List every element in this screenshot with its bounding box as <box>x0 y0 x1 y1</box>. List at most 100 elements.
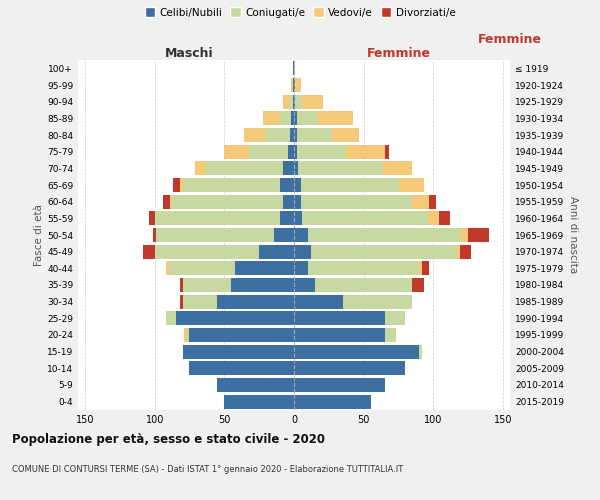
Bar <box>294 328 385 342</box>
Bar <box>187 328 190 342</box>
Bar <box>182 344 294 359</box>
Bar <box>297 128 332 142</box>
Bar <box>289 144 294 159</box>
Bar <box>382 162 412 175</box>
Bar <box>457 244 460 259</box>
Bar <box>294 211 302 226</box>
Bar <box>235 261 294 276</box>
Bar <box>302 94 323 109</box>
Bar <box>293 62 294 76</box>
Bar <box>169 261 235 276</box>
Bar <box>317 112 353 126</box>
Bar <box>294 144 297 159</box>
Bar <box>302 211 428 226</box>
Text: Popolazione per età, sesso e stato civile - 2020: Popolazione per età, sesso e stato civil… <box>12 432 325 446</box>
Bar <box>184 328 187 342</box>
Bar <box>293 78 294 92</box>
Bar <box>295 94 302 109</box>
Bar <box>343 294 412 308</box>
Bar <box>294 311 385 326</box>
Bar <box>293 94 294 109</box>
Bar <box>259 244 294 259</box>
Bar <box>295 78 301 92</box>
Bar <box>224 144 250 159</box>
Bar <box>398 178 424 192</box>
Bar <box>265 128 290 142</box>
Y-axis label: Fasce di età: Fasce di età <box>34 204 44 266</box>
Y-axis label: Anni di nascita: Anni di nascita <box>568 196 578 274</box>
Bar <box>297 112 317 126</box>
Bar <box>301 178 398 192</box>
Bar <box>461 228 468 242</box>
Bar <box>283 94 290 109</box>
Bar <box>163 194 170 209</box>
Bar <box>294 378 385 392</box>
Text: Femmine: Femmine <box>367 47 431 60</box>
Bar <box>180 178 182 192</box>
Bar <box>294 261 308 276</box>
Bar <box>182 294 217 308</box>
Bar <box>412 278 424 292</box>
Bar <box>274 228 294 242</box>
Bar <box>250 144 289 159</box>
Text: Maschi: Maschi <box>165 47 214 60</box>
Bar <box>283 194 294 209</box>
Bar <box>217 378 294 392</box>
Legend: Celibi/Nubili, Coniugati/e, Vedovi/e, Divorziati/e: Celibi/Nubili, Coniugati/e, Vedovi/e, Di… <box>143 5 457 20</box>
Bar <box>311 244 457 259</box>
Text: COMUNE DI CONTURSI TERME (SA) - Dati ISTAT 1° gennaio 2020 - Elaborazione TUTTIT: COMUNE DI CONTURSI TERME (SA) - Dati IST… <box>12 466 403 474</box>
Bar <box>301 194 412 209</box>
Bar <box>385 144 389 159</box>
Bar <box>149 211 155 226</box>
Bar <box>346 144 385 159</box>
Bar <box>290 94 293 109</box>
Bar <box>156 228 274 242</box>
Bar <box>153 228 156 242</box>
Bar <box>291 78 293 92</box>
Bar <box>422 261 429 276</box>
Bar <box>263 112 280 126</box>
Bar <box>308 228 461 242</box>
Bar <box>170 194 172 209</box>
Bar <box>294 394 371 409</box>
Bar <box>294 294 343 308</box>
Bar <box>176 311 294 326</box>
Bar <box>294 128 297 142</box>
Bar <box>294 244 311 259</box>
Bar <box>294 278 315 292</box>
Bar <box>173 178 180 192</box>
Bar <box>385 311 406 326</box>
Bar <box>172 194 283 209</box>
Bar <box>429 194 436 209</box>
Bar <box>460 244 471 259</box>
Bar <box>195 162 206 175</box>
Bar <box>291 112 294 126</box>
Bar <box>182 278 231 292</box>
Bar <box>294 228 308 242</box>
Bar <box>419 261 422 276</box>
Bar <box>290 128 294 142</box>
Bar <box>297 144 346 159</box>
Bar <box>280 178 294 192</box>
Bar <box>180 294 182 308</box>
Bar <box>294 94 295 109</box>
Bar <box>224 394 294 409</box>
Bar <box>419 344 422 359</box>
Bar <box>166 261 169 276</box>
Bar <box>428 211 439 226</box>
Bar <box>439 211 450 226</box>
Bar <box>332 128 359 142</box>
Bar <box>182 178 280 192</box>
Bar <box>294 78 295 92</box>
Bar <box>412 194 429 209</box>
Bar <box>294 194 301 209</box>
Bar <box>280 112 291 126</box>
Bar <box>294 62 295 76</box>
Bar <box>283 162 294 175</box>
Bar <box>294 178 301 192</box>
Bar <box>385 328 396 342</box>
Bar <box>190 361 294 376</box>
Bar <box>206 162 283 175</box>
Bar <box>155 211 280 226</box>
Bar <box>180 278 182 292</box>
